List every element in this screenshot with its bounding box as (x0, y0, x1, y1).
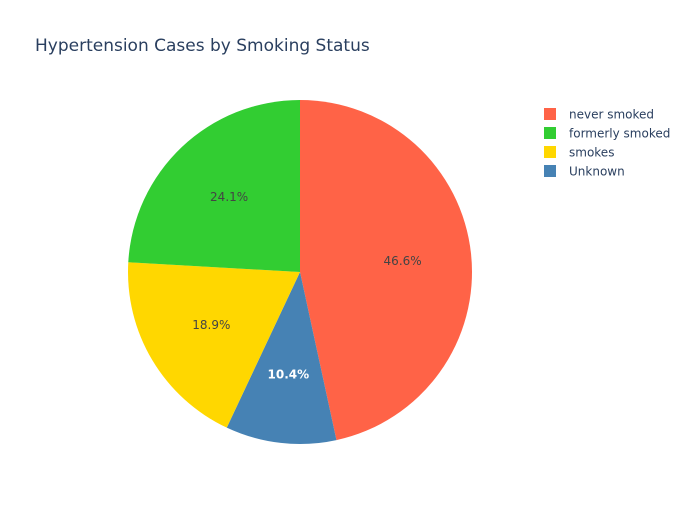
slice-never-smoked[interactable] (300, 100, 472, 441)
slice-smokes-label: 18.9% (192, 318, 230, 332)
legend-item-formerly-smoked-label: formerly smoked (569, 127, 670, 141)
legend-item-smokes-swatch (544, 146, 556, 158)
pie-slices (128, 100, 472, 444)
slice-unknown-label: 10.4% (268, 368, 310, 382)
slice-formerly-smoked[interactable] (128, 100, 300, 272)
legend-item-never-smoked-swatch (544, 108, 556, 120)
legend-item-smokes[interactable]: smokes (544, 146, 614, 160)
legend-item-unknown[interactable]: Unknown (544, 165, 625, 179)
legend-item-unknown-swatch (544, 165, 556, 177)
slice-formerly-smoked-label: 24.1% (210, 190, 248, 204)
slice-never-smoked-label: 46.6% (384, 254, 422, 268)
legend: never smoked formerly smoked smokes Unknown (544, 108, 670, 179)
legend-item-formerly-smoked-swatch (544, 127, 556, 139)
slice-smokes[interactable] (128, 262, 300, 428)
legend-item-unknown-label: Unknown (569, 165, 625, 179)
chart-title: Hypertension Cases by Smoking Status (35, 36, 370, 56)
pie-slice-labels: 46.6% 10.4% 18.9% 24.1% (192, 190, 421, 382)
legend-item-never-smoked-label: never smoked (569, 108, 654, 122)
slice-unknown[interactable] (226, 272, 337, 444)
legend-item-formerly-smoked[interactable]: formerly smoked (544, 127, 670, 141)
legend-item-smokes-label: smokes (569, 146, 614, 160)
legend-item-never-smoked[interactable]: never smoked (544, 108, 654, 122)
